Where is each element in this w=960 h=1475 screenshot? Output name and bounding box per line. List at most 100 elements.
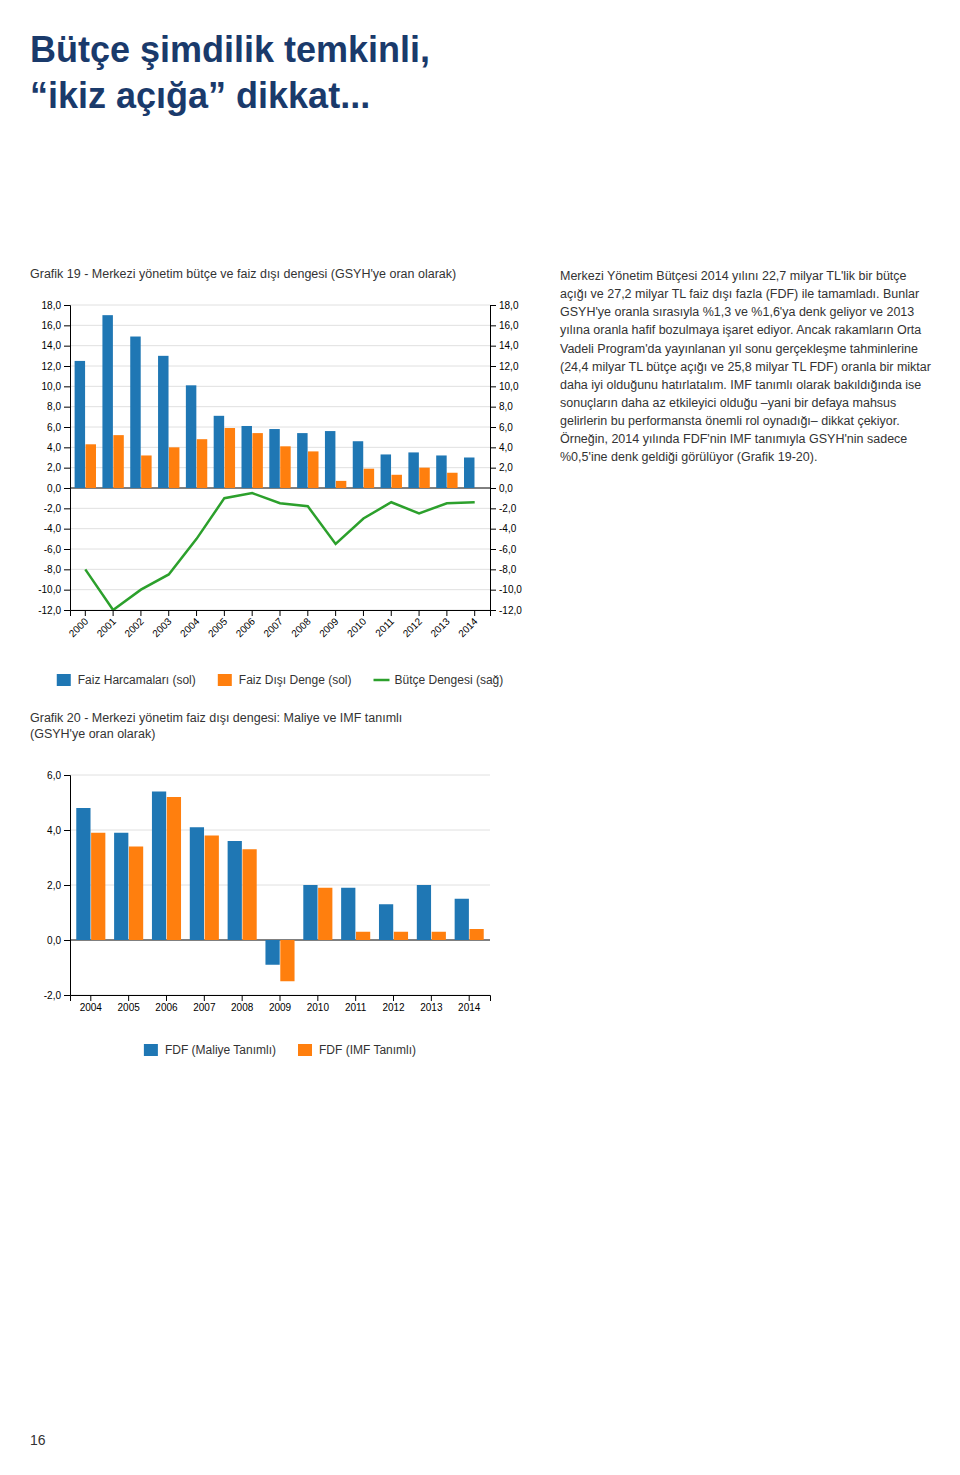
bar (190, 827, 204, 940)
chart: Grafik 20 - Merkezi yönetim faiz dışı de… (30, 711, 491, 1057)
y2-tick: -12,0 (490, 605, 522, 616)
x-tick: 2011 (345, 995, 367, 1013)
body-text-line: (24,4 milyar TL bütçe açığı ve 25,8 mily… (560, 360, 931, 374)
line (85, 493, 474, 610)
x-tick-label: 2008 (231, 1002, 254, 1013)
grid-line (70, 325, 490, 326)
tick-mark (307, 610, 308, 616)
y2-tick: 0,0 (490, 483, 513, 494)
tick-mark (490, 407, 496, 408)
tick-mark (64, 830, 70, 831)
legend-swatch (374, 679, 390, 682)
page: Bütçe şimdilik temkinli,“ikiz açığa” dik… (0, 0, 960, 1475)
bar (113, 435, 123, 488)
tick-mark (363, 610, 364, 616)
legend-swatch (298, 1044, 312, 1056)
y2-tick-label: -12,0 (499, 605, 522, 616)
x-tick: 2011 (373, 610, 396, 639)
tick-mark (355, 995, 356, 1001)
x-tick: 2013 (428, 610, 452, 639)
body-text-line: GSYH'ye oranla sırasıyla %1,3 ve %1,6'ya… (560, 305, 914, 319)
tick-mark (64, 775, 70, 776)
y-tick-label: -2,0 (44, 990, 62, 1001)
y-tick-label: 4,0 (47, 825, 61, 836)
grid-line (70, 549, 490, 550)
x-tick-label: 2006 (234, 615, 258, 639)
bar (318, 888, 332, 940)
tick-mark (64, 569, 70, 570)
body-text-line: %0,5'ine denk geldiği görülüyor (Grafik … (560, 450, 817, 464)
y2-tick-label: 18,0 (499, 300, 519, 311)
bar (356, 932, 370, 940)
tick-mark (64, 468, 70, 469)
tick-mark (280, 995, 281, 1001)
tick-mark (140, 610, 141, 616)
legend: Faiz Harcamaları (sol)Faiz Dışı Denge (s… (57, 673, 503, 687)
x-tick: 2008 (231, 995, 254, 1013)
x-axis: 2000200120022003200420052006200720082009… (67, 610, 491, 639)
bar (455, 899, 469, 940)
legend-label: FDF (IMF Tanımlı) (319, 1043, 416, 1057)
y2-tick: 6,0 (490, 422, 513, 433)
body-text-line: yılına oranla hafif bozulmaya işaret edi… (560, 323, 921, 337)
legend-item: FDF (IMF Tanımlı) (298, 1043, 416, 1057)
y2-tick-label: 8,0 (499, 401, 513, 412)
bar (225, 428, 235, 488)
bar (280, 940, 294, 981)
tick-mark (490, 468, 496, 469)
bar (141, 455, 151, 488)
bar (447, 473, 457, 488)
x-tick: 2003 (150, 610, 174, 639)
grid-line (70, 830, 490, 831)
y-tick-label: 2,0 (47, 462, 61, 473)
x-tick: 2001 (95, 610, 119, 639)
body-text-line: daha iyi olduğunu hatırlatalım. IMF tanı… (560, 378, 921, 392)
page-title: “ikiz açığa” dikkat... (30, 75, 370, 116)
x-tick-label: 2005 (118, 1002, 141, 1013)
y2-tick-label: 2,0 (499, 462, 513, 473)
tick-mark (64, 305, 70, 306)
x-tick-label: 2009 (317, 615, 341, 639)
legend-label: Bütçe Dengesi (sağ) (395, 673, 504, 687)
tick-mark (85, 610, 86, 616)
y-tick: -12,0 (38, 605, 70, 616)
y-tick-label: 4,0 (47, 442, 61, 453)
bar (325, 431, 335, 488)
bar (205, 836, 219, 941)
y2-tick: 2,0 (490, 462, 513, 473)
y-tick-label: 12,0 (42, 361, 62, 372)
x-tick-label: 2013 (420, 1002, 443, 1013)
x-tick: 2007 (193, 995, 216, 1013)
tick-mark (490, 529, 496, 530)
legend-item: FDF (Maliye Tanımlı) (144, 1043, 276, 1057)
tick-mark (490, 508, 496, 509)
x-tick-label: 2011 (373, 615, 396, 638)
tick-mark (166, 995, 167, 1001)
legend-item: Bütçe Dengesi (sağ) (374, 673, 504, 687)
bar (269, 429, 279, 488)
x-tick-label: 2005 (206, 615, 230, 639)
y2-tick-label: 10,0 (499, 381, 519, 392)
tick-mark (474, 610, 475, 616)
x-tick: 2005 (118, 995, 141, 1013)
tick-mark (490, 427, 496, 428)
y2-tick-label: -8,0 (499, 564, 517, 575)
bar (417, 885, 431, 940)
tick-mark (196, 610, 197, 616)
grid (70, 775, 490, 995)
tick-mark (317, 995, 318, 1001)
y-tick: 6,0 (47, 422, 70, 433)
tick-mark (64, 940, 70, 941)
tick-mark (490, 447, 496, 448)
y2-tick: 18,0 (490, 300, 519, 311)
tick-mark (64, 407, 70, 408)
body-text-line: Örneğin, 2014 yılında FDF'nin IMF tanımı… (560, 432, 907, 446)
bar-series (86, 428, 458, 488)
bar (102, 315, 112, 488)
y2-tick-label: 16,0 (499, 320, 519, 331)
bar-series (76, 792, 469, 965)
tick-mark (252, 610, 253, 616)
axis-line (491, 306, 497, 611)
bar (391, 475, 401, 488)
chart-title-line: Grafik 19 - Merkezi yönetim bütçe ve fai… (30, 267, 456, 281)
